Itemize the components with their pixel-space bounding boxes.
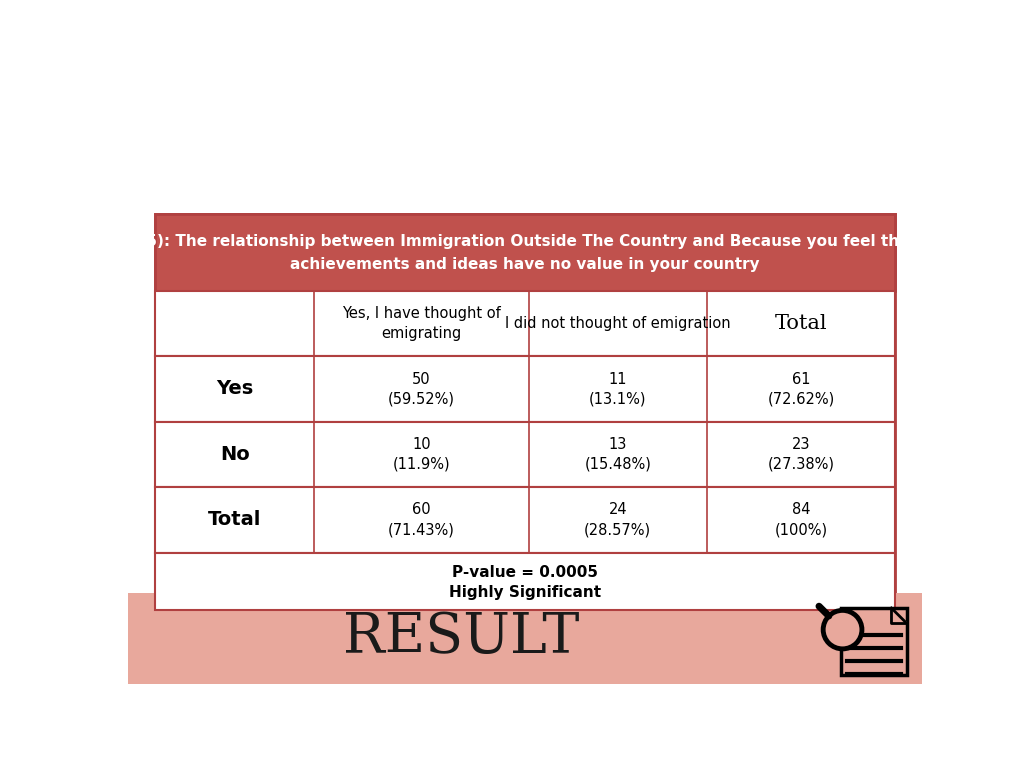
Text: No: No [220,445,250,464]
Bar [155,214,895,611]
Text: 50
(59.52%): 50 (59.52%) [388,372,455,406]
Text: 23
(27.38%): 23 (27.38%) [767,437,835,472]
Text: 24
(28.57%): 24 (28.57%) [584,502,651,538]
Bar [155,553,895,611]
Text: Yes, I have thought of
emigrating: Yes, I have thought of emigrating [342,306,501,341]
Text: 13
(15.48%): 13 (15.48%) [585,437,651,472]
Text: 61
(72.62%): 61 (72.62%) [767,372,835,406]
Text: RESULT: RESULT [343,611,580,665]
Bar [155,422,895,487]
Text: achievements and ideas have no value in your country: achievements and ideas have no value in … [291,257,760,272]
Text: Total: Total [208,511,261,529]
Text: Table (5): The relationship between Immigration Outside The Country and Because : Table (5): The relationship between Immi… [89,234,962,249]
Bar [155,214,895,291]
Text: 11
(13.1%): 11 (13.1%) [589,372,646,406]
Text: Total: Total [774,314,827,333]
Text: 60
(71.43%): 60 (71.43%) [388,502,455,538]
Bar [155,487,895,553]
Polygon shape [891,608,907,624]
Bar [128,593,922,684]
Bar [155,356,895,422]
Text: Yes: Yes [216,379,253,399]
Circle shape [823,611,862,649]
Text: Highly Significant: Highly Significant [450,584,601,600]
Text: 84
(100%): 84 (100%) [774,502,827,538]
Text: I did not thought of emigration: I did not thought of emigration [505,316,730,331]
Polygon shape [891,608,907,624]
Bar [155,291,895,356]
Bar [841,608,907,675]
Text: P-value = 0.0005: P-value = 0.0005 [453,564,598,580]
Text: 10
(11.9%): 10 (11.9%) [393,437,451,472]
